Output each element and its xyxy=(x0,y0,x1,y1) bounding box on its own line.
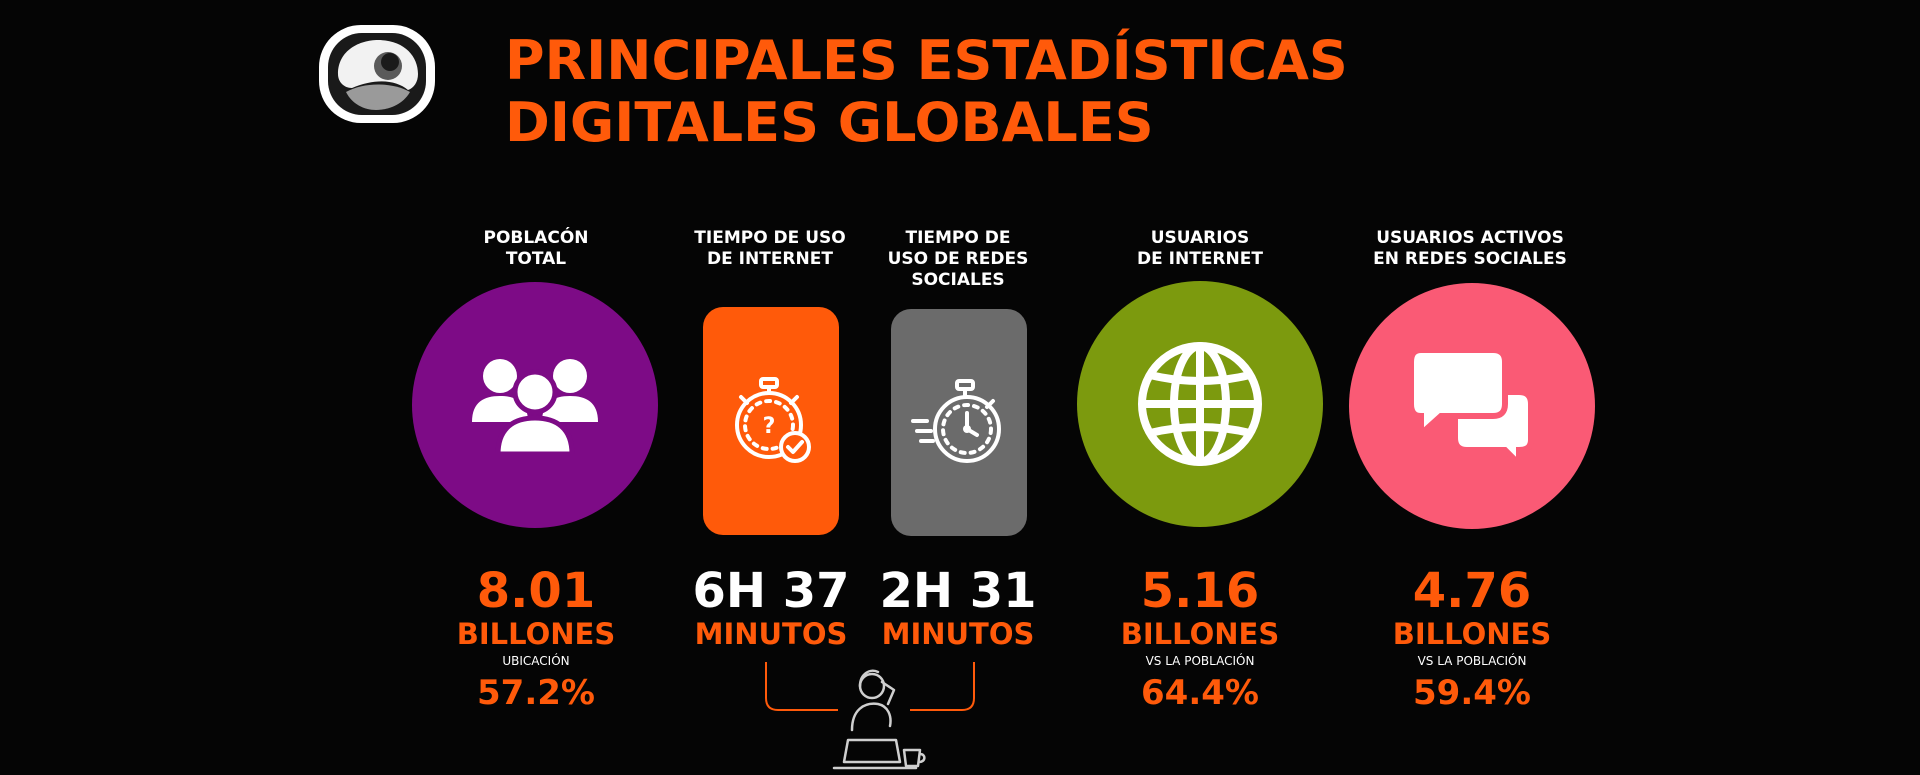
usuarios-redes-value: 4.76 xyxy=(1412,563,1532,619)
page-title: PRINCIPALES ESTADÍSTICAS DIGITALES GLOBA… xyxy=(505,30,1348,154)
poblacion-sub-label: UBICACIÓN xyxy=(502,654,570,668)
poblacion-value: 8.01 xyxy=(476,563,596,619)
usuarios-redes-percent: 59.4% xyxy=(1413,673,1531,713)
tiempo-internet-value: 6H 37 xyxy=(692,563,850,619)
title-line-1: PRINCIPALES ESTADÍSTICAS xyxy=(505,29,1348,92)
poblacion-percent: 57.2% xyxy=(477,673,595,713)
tiempo-internet-card: ? xyxy=(703,307,839,535)
people-group-icon xyxy=(472,359,598,457)
stat-label-usuarios-redes: USUARIOS ACTIVOS EN REDES SOCIALES xyxy=(1373,228,1567,269)
usuarios-internet-circle xyxy=(1077,281,1323,527)
fast-stopwatch-icon xyxy=(911,378,1001,463)
usuarios-internet-sub-label: VS LA POBLACIÓN xyxy=(1145,654,1255,668)
stat-label-usuarios-internet: USUARIOS DE INTERNET xyxy=(1137,228,1263,269)
stopwatch-check-icon: ? xyxy=(735,377,811,463)
usuarios-redes-sub-label: VS LA POBLACIÓN xyxy=(1417,654,1527,668)
chat-bubbles-icon xyxy=(1408,347,1534,466)
title-line-2: DIGITALES GLOBALES xyxy=(505,91,1154,154)
person-at-laptop-icon xyxy=(832,669,926,770)
usuarios-redes-circle xyxy=(1349,283,1595,529)
poblacion-unit: BILLONES xyxy=(456,617,616,651)
stat-label-tiempo-redes: TIEMPO DE USO DE REDES SOCIALES xyxy=(887,228,1029,290)
usuarios-redes-unit: BILLONES xyxy=(1392,617,1552,651)
brand-logo-icon xyxy=(319,25,435,123)
usuarios-internet-unit: BILLONES xyxy=(1120,617,1280,651)
stat-label-poblacion: POBLACÓN TOTAL xyxy=(483,228,589,269)
time-bracket xyxy=(765,662,975,770)
tiempo-redes-card xyxy=(891,309,1027,536)
globe-icon xyxy=(1138,342,1262,466)
tiempo-redes-unit: MINUTOS xyxy=(881,617,1035,651)
usuarios-internet-percent: 64.4% xyxy=(1141,673,1259,713)
poblacion-circle xyxy=(412,282,658,528)
stat-label-tiempo-internet: TIEMPO DE USO DE INTERNET xyxy=(694,228,846,269)
tiempo-internet-unit: MINUTOS xyxy=(694,617,848,651)
svg-text:?: ? xyxy=(763,414,776,439)
tiempo-redes-value: 2H 31 xyxy=(879,563,1037,619)
usuarios-internet-value: 5.16 xyxy=(1140,563,1260,619)
